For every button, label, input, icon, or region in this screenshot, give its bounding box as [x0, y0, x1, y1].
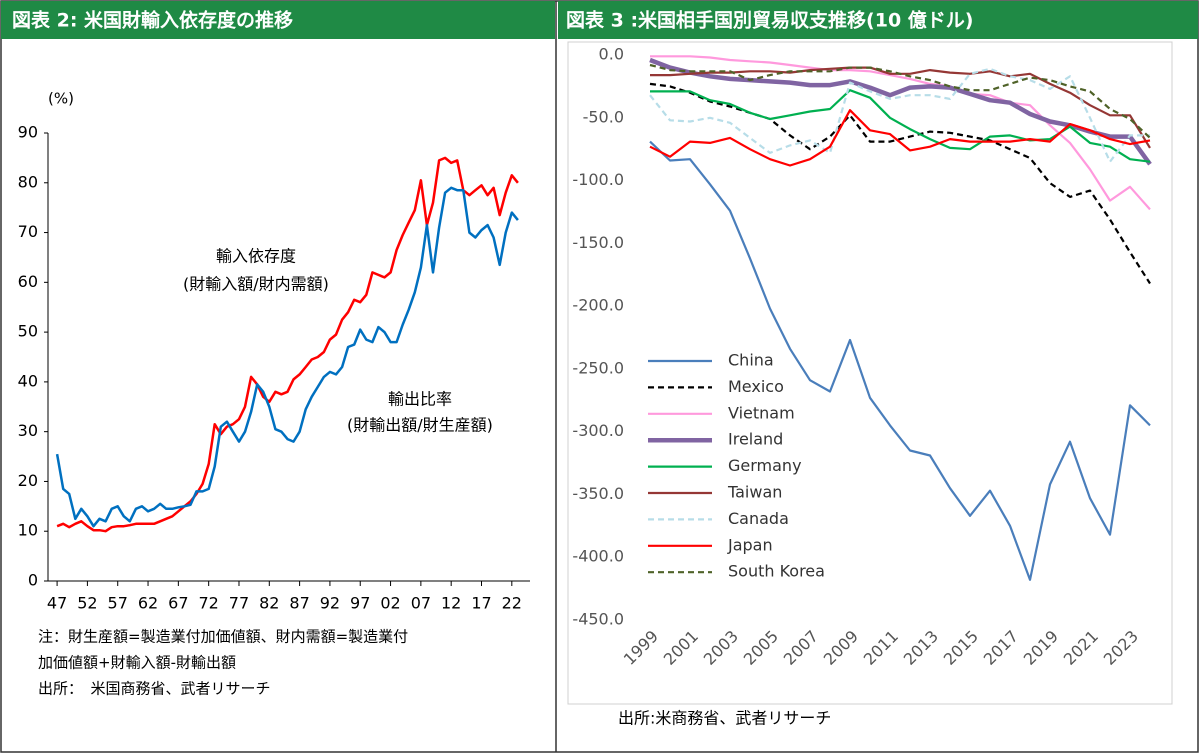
series-label: 輸入依存度 [216, 247, 296, 266]
series-line [649, 57, 1152, 166]
y-tick-label: 40 [18, 371, 38, 390]
y-tick-label: -450.0 [572, 610, 624, 629]
x-tick-label: 72 [198, 594, 218, 613]
legend-label: Japan [727, 535, 773, 554]
title: 図表 3 :米国相手国別貿易収支推移(10 億ドル) [566, 9, 973, 32]
y-tick-label: 20 [18, 471, 38, 490]
x-tick-label: 87 [289, 594, 309, 613]
plot-frame [567, 41, 1173, 705]
series-line [650, 55, 1151, 211]
x-tick-label: 97 [350, 594, 370, 613]
x-tick-label: 17 [471, 594, 491, 613]
note: 注：財生産額=製造業付加価値額、財内需額=製造業付 [38, 628, 408, 646]
legend-label: Canada [728, 509, 789, 528]
legend-label: Ireland [728, 430, 783, 449]
title: 図表 2: 米国財輸入依存度の推移 [12, 9, 293, 32]
y-tick-label: 50 [18, 322, 38, 341]
series-line [650, 89, 1151, 163]
x-tick-label: 02 [380, 594, 400, 613]
y-tick-label: -100.0 [572, 170, 624, 189]
y-tick-label: -50.0 [583, 107, 624, 126]
y-tick-label: 0.0 [599, 45, 624, 64]
x-tick-label: 77 [229, 594, 249, 613]
x-tick-label: 47 [47, 594, 67, 613]
x-tick-label: 12 [441, 594, 461, 613]
y-tick-label: 60 [18, 272, 38, 291]
note: 出所： 米国商務省、武者リサーチ [38, 680, 271, 698]
series-line [649, 82, 1151, 285]
legend-label: South Korea [728, 562, 825, 581]
x-tick-label: 57 [108, 594, 128, 613]
x-tick-label: 52 [77, 594, 97, 613]
y-tick-label: -350.0 [572, 484, 624, 503]
y-tick-label: -200.0 [572, 296, 624, 315]
y-tick-label: -400.0 [572, 547, 624, 566]
y-tick-label: -250.0 [572, 358, 624, 377]
x-tick-label: 07 [411, 594, 431, 613]
series-line [649, 109, 1151, 167]
y-axis-label: (%) [48, 90, 74, 108]
legend-label: Mexico [728, 377, 784, 396]
y-tick-label: -150.0 [572, 233, 624, 252]
header-right [558, 1, 1198, 39]
x-tick-label: 92 [320, 594, 340, 613]
series-line [56, 156, 519, 533]
source: 出所:米商務省、武者リサーチ [618, 709, 831, 728]
x-tick-label: 62 [138, 594, 158, 613]
y-tick-label: 70 [18, 222, 38, 241]
y-tick-label: 10 [18, 521, 38, 540]
series-formula: (財輸出額/財生産額) [347, 416, 493, 435]
x-tick-label: 67 [168, 594, 188, 613]
series-formula: (財輸入額/財内需額) [183, 275, 329, 294]
legend-label: Germany [728, 456, 802, 475]
note: 加価値額+財輸入額-財輸出額 [38, 654, 236, 672]
y-tick-label: -300.0 [572, 421, 624, 440]
y-tick-label: 80 [18, 172, 38, 191]
header-left [1, 1, 555, 39]
series-line [649, 63, 1151, 139]
series-label: 輸出比率 [388, 390, 452, 409]
y-tick-label: 90 [18, 123, 38, 142]
series-line [649, 67, 1150, 163]
x-tick-label: 82 [259, 594, 279, 613]
y-tick-label: 30 [18, 421, 38, 440]
legend-label: China [728, 351, 774, 370]
x-tick-label: 22 [502, 594, 522, 613]
y-tick-label: 0 [28, 571, 38, 590]
legend-label: Vietnam [728, 403, 795, 422]
legend-label: Taiwan [727, 483, 782, 502]
series-line [649, 140, 1151, 581]
series-line [55, 186, 519, 528]
